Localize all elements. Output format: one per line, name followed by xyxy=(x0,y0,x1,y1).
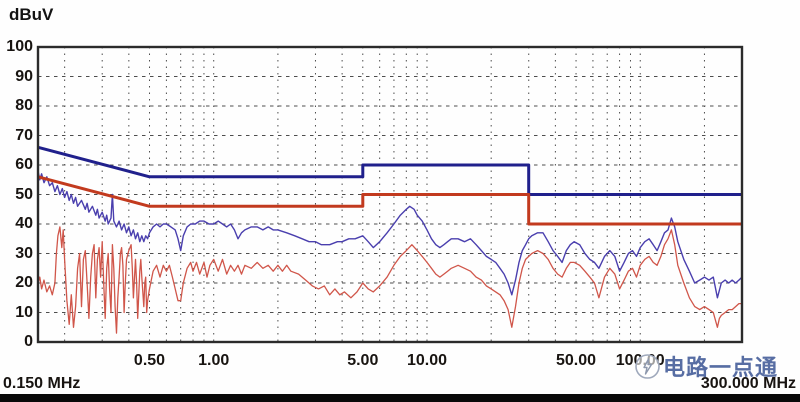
upper-trace xyxy=(37,170,743,299)
x-tick-label: 0.50 xyxy=(133,352,166,369)
y-tick-label: 30 xyxy=(15,244,33,262)
plot-frame xyxy=(36,45,744,344)
x-tick-label: 50.00 xyxy=(556,352,597,369)
lower-trace xyxy=(37,226,742,334)
watermark-text: 电路一点通 xyxy=(663,355,779,380)
y-tick-label: 50 xyxy=(15,185,33,203)
y-tick-label: 80 xyxy=(15,97,33,114)
y-tick-label: 100 xyxy=(6,38,33,55)
y-tick-label: 90 xyxy=(15,67,33,85)
x-axis-start-label: 0.150 MHz xyxy=(3,375,81,392)
y-tick-label: 0 xyxy=(24,333,33,350)
x-tick-label: 1.00 xyxy=(198,352,230,369)
y-tick-label: 20 xyxy=(15,274,33,291)
y-tick-label: 40 xyxy=(15,215,33,232)
x-tick-label: 5.00 xyxy=(347,352,379,369)
y-tick-label: 10 xyxy=(15,303,33,321)
x-axis-end-label: 300.000 MHz xyxy=(700,375,796,392)
y-tick-label: 70 xyxy=(15,126,33,144)
x-tick-label: 10.00 xyxy=(406,352,447,369)
y-tick-label: 60 xyxy=(15,156,33,173)
watermark: 电路一点通 xyxy=(634,350,778,382)
lower-limit-line xyxy=(37,175,742,226)
upper-limit-line xyxy=(37,145,742,196)
bottom-bar xyxy=(0,394,800,402)
circle-logo-icon xyxy=(635,353,660,379)
y-axis-unit-label: dBuV xyxy=(9,5,54,24)
